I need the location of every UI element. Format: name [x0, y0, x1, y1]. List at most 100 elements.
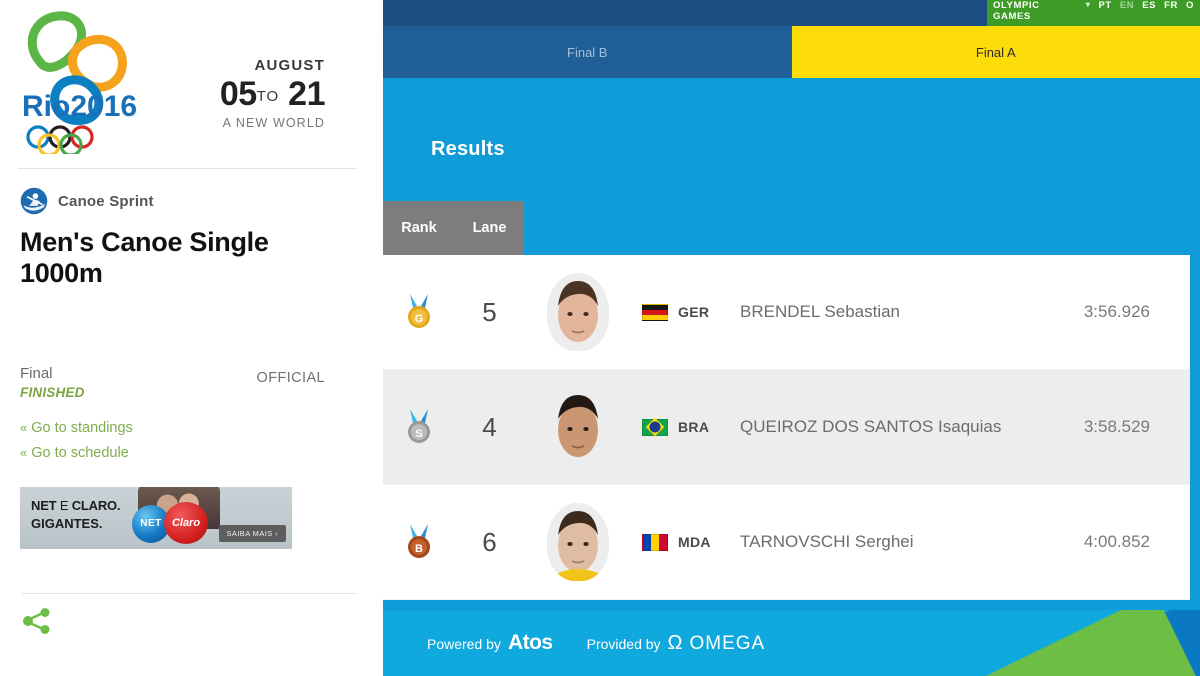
lane-cell: 5	[482, 296, 497, 327]
athlete-photo-cell	[524, 273, 632, 351]
olympic-games-menu[interactable]: OLYMPIC GAMES	[993, 0, 1040, 22]
moldova-flag-icon	[642, 533, 668, 551]
powered-by-label: Powered by	[427, 636, 501, 652]
phase-status: FINISHED	[20, 384, 85, 400]
claro-logo-icon: Claro	[164, 501, 208, 544]
athlete-portrait-icon	[547, 503, 609, 581]
ad-line-2: GIGANTES.	[31, 515, 103, 531]
go-to-schedule-label: Go to schedule	[31, 445, 129, 462]
results-heading: Results	[431, 138, 505, 160]
rio-2016-logo[interactable]: Rio2016	[18, 4, 143, 154]
net-logo-icon: NET	[132, 504, 170, 543]
ad-cta-button[interactable]: SAIBA MAIS ›	[218, 524, 286, 542]
result-time: 3:58.529	[1083, 417, 1150, 436]
column-header-lane: Lane	[472, 220, 507, 236]
share-block	[18, 549, 357, 639]
date-day-end: 21	[288, 75, 325, 113]
provided-by-label: Provided by	[586, 635, 661, 652]
athlete-portrait-icon	[547, 388, 609, 466]
nav-links: «Go to standings «Go to schedule	[18, 400, 357, 467]
medal-letter: G	[415, 313, 424, 325]
results-table: G 5	[383, 255, 1190, 600]
medal-letter: B	[415, 543, 423, 555]
phase-official-badge: OFFICIAL	[256, 370, 325, 387]
flag-cell	[632, 418, 678, 436]
provided-by-omega: Provided by Ω OMEGA	[587, 632, 766, 655]
table-column-headers: Rank Lane	[383, 201, 524, 255]
brand-block: Rio2016 AUGUST 05TO 21 A NEW WORLD	[18, 0, 357, 168]
gold-medal-icon: G	[408, 294, 430, 328]
athlete-name[interactable]: BRENDEL Sebastian	[740, 302, 901, 321]
result-time: 4:00.852	[1083, 532, 1150, 551]
canoe-sprint-pictogram-icon	[20, 187, 48, 215]
go-to-schedule-link[interactable]: «Go to schedule	[20, 441, 357, 466]
claro-logo-text: Claro	[171, 516, 201, 529]
net-logo-text: NET	[140, 518, 162, 530]
chevron-left-icon: «	[20, 419, 28, 435]
lane-cell: 4	[482, 411, 497, 442]
chevron-left-icon: «	[20, 445, 28, 461]
topnav-green-section: OLYMPIC GAMES ▾ PT EN ES FR O	[987, 0, 1200, 26]
avatar	[547, 503, 609, 581]
panel-right-edge	[1190, 78, 1200, 676]
lang-other[interactable]: O	[1186, 0, 1194, 11]
footer-wave-green	[858, 610, 1200, 676]
silver-medal-icon: S	[408, 409, 430, 443]
sport-name: Canoe Sprint	[58, 192, 154, 210]
footer-credits: Powered by Atos Provided by Ω OMEGA	[427, 610, 765, 676]
omega-logo: OMEGA	[689, 632, 766, 654]
top-navigation-bar: OLYMPIC GAMES ▾ PT EN ES FR O	[383, 0, 1200, 26]
table-row[interactable]: S 4	[383, 370, 1190, 485]
noc-code: MDA	[678, 534, 711, 550]
noc-code: BRA	[678, 419, 710, 435]
ad-line-1: NET E CLARO.	[31, 497, 121, 513]
go-to-standings-link[interactable]: «Go to standings	[20, 416, 357, 441]
brazil-flag-icon	[642, 418, 668, 436]
phase-tabs: Final B Final A	[383, 26, 1200, 78]
table-row[interactable]: G 5	[383, 255, 1190, 370]
athlete-name[interactable]: QUEIROZ DOS SANTOS Isaquias	[740, 417, 1002, 436]
noc-code: GER	[678, 304, 710, 320]
chevron-down-icon[interactable]: ▾	[1085, 0, 1091, 9]
divider-share	[22, 592, 357, 594]
tab-final-a[interactable]: Final A	[791, 26, 1200, 78]
date-tagline: A NEW WORLD	[222, 115, 325, 130]
go-to-standings-label: Go to standings	[31, 419, 133, 436]
results-panel: OLYMPIC GAMES ▾ PT EN ES FR O Final B Fi…	[383, 0, 1200, 676]
avatar	[547, 388, 609, 466]
ad-net-word: NET	[31, 497, 57, 513]
games-date-block: AUGUST 05TO 21 A NEW WORLD	[220, 57, 326, 131]
phase-block: Final FINISHED OFFICIAL	[18, 289, 357, 400]
ad-e-word: E	[56, 497, 72, 513]
ad-banner[interactable]: NET E CLARO. GIGANTES. NET Claro SAIBA M…	[20, 486, 292, 549]
results-footer: Powered by Atos Provided by Ω OMEGA	[383, 610, 1200, 676]
sport-row[interactable]: Canoe Sprint	[18, 169, 357, 219]
omega-symbol-icon: Ω	[667, 631, 683, 654]
athlete-name[interactable]: TARNOVSCHI Serghei	[740, 532, 914, 551]
athlete-portrait-icon	[547, 273, 609, 351]
rank-cell: B	[383, 523, 455, 561]
athlete-photo-cell	[524, 388, 632, 466]
medal-letter: S	[415, 428, 422, 440]
result-time: 3:56.926	[1083, 302, 1150, 321]
rank-cell: S	[383, 408, 455, 446]
date-range: 05TO 21	[220, 73, 326, 116]
share-icon[interactable]	[22, 607, 52, 634]
event-title: Men's Canoe Single 1000m	[20, 227, 269, 289]
lang-en[interactable]: EN	[1119, 0, 1135, 11]
tab-final-b[interactable]: Final B	[383, 26, 792, 78]
rank-cell: G	[383, 293, 455, 331]
table-row[interactable]: B 6	[383, 485, 1190, 600]
athlete-photo-cell	[524, 503, 632, 581]
germany-flag-icon	[642, 303, 668, 321]
lang-pt[interactable]: PT	[1098, 0, 1112, 11]
sidebar: Rio2016 AUGUST 05TO 21 A NEW WORLD	[0, 0, 375, 676]
date-month: AUGUST	[254, 57, 325, 74]
lang-es[interactable]: ES	[1142, 0, 1157, 11]
date-to: TO	[256, 88, 280, 105]
lang-fr[interactable]: FR	[1164, 0, 1178, 11]
divider-top	[18, 168, 357, 169]
ad-text: NET E CLARO. GIGANTES.	[31, 497, 121, 531]
rio-logo-text: Rio2016	[22, 90, 137, 123]
